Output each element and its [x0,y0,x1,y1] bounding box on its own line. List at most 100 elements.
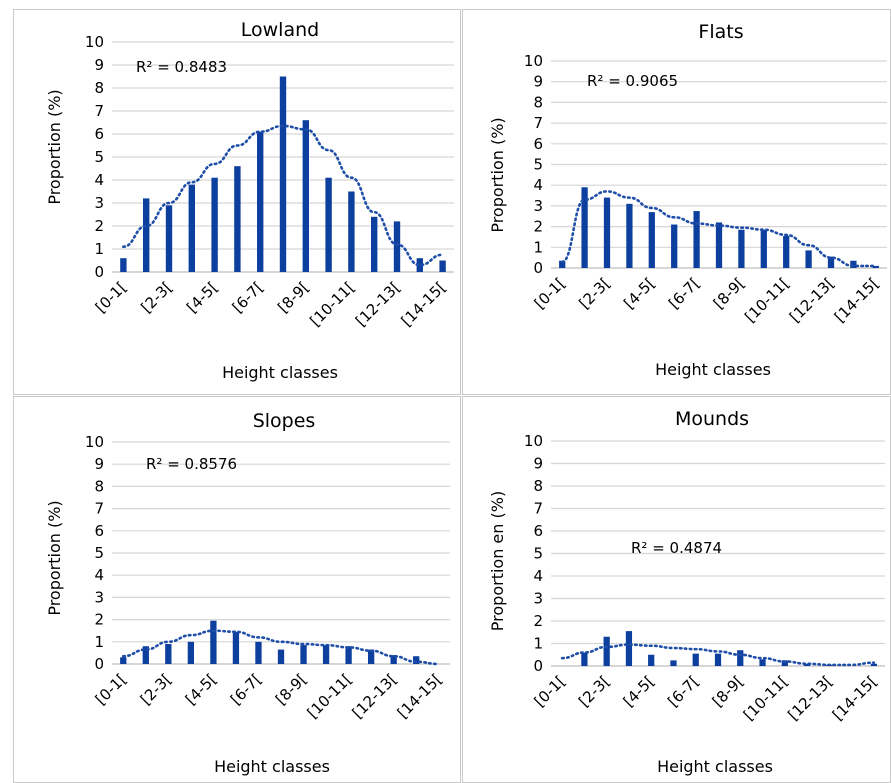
y-tick-label: 6 [533,522,543,540]
y-tick-label: 2 [94,217,104,235]
x-tick-label: [8-9[ [709,672,747,710]
y-tick-label: 1 [533,635,543,653]
bar [257,131,264,272]
y-tick-label: 1 [94,633,104,651]
y-tick-label: 0 [533,259,543,277]
x-axis-title: Height classes [214,757,330,776]
chart-title: Flats [698,21,743,43]
bar [692,653,699,666]
bar [120,258,127,272]
y-tick-label: 3 [94,194,104,212]
x-tick-label: [12-13[ [786,274,838,326]
bar [759,659,766,666]
x-tick-label: [6-7[ [665,274,703,312]
trendline [121,629,441,666]
bar [581,187,588,268]
y-tick-label: 8 [533,477,543,495]
bar [187,641,195,664]
y-tick-label: 6 [533,135,543,153]
x-tick-label: [8-9[ [710,274,748,312]
x-tick-label: [2-3[ [575,274,613,312]
bar [345,646,352,664]
bar [648,212,655,268]
bar [165,644,172,664]
bar [737,650,744,666]
y-tick-label: 0 [94,655,104,673]
bar [781,660,788,666]
bar [277,649,285,664]
x-tick-label: [14-15[ [829,672,881,724]
y-tick-label: 2 [94,611,104,629]
bar [670,660,677,666]
bar [390,655,397,664]
y-tick-label: 3 [94,588,104,606]
bar [581,652,588,666]
chart-title: Slopes [253,410,316,432]
x-tick-label: [2-3[ [137,670,175,708]
bar [348,191,355,272]
chart-title: Mounds [675,408,749,430]
trendline [560,643,876,667]
bar [783,235,790,268]
x-axis-title: Height classes [222,363,338,382]
y-tick-label: 8 [94,79,104,97]
bar [279,76,287,272]
y-tick-label: 3 [533,590,543,608]
x-axis-title: Height classes [655,360,771,379]
chart-panel-slopes: Slopes 0 1 2 3 4 5 6 7 8 9 10 R² = 0.8576 [0-1[[2-3[[… [13,396,461,783]
y-tick-label: 4 [94,566,104,584]
x-tick-label: [8-9[ [274,278,312,316]
x-tick-label: [4-5[ [620,274,658,312]
y-tick-label: 1 [94,240,104,258]
bar [188,184,195,272]
y-tick-label: 8 [94,477,104,495]
y-tick-label: 9 [533,73,543,91]
x-tick-label: [14-15[ [831,274,883,326]
bar [143,198,150,272]
bar [234,166,241,272]
r-squared-label: R² = 0.4874 [631,539,722,557]
bar [715,222,723,268]
y-tick-label: 4 [94,171,104,189]
bar [850,260,857,268]
x-tick-label: [12-13[ [784,672,836,724]
y-tick-label: 5 [94,148,104,166]
x-tick-label: [14-15[ [398,278,450,330]
x-tick-label: [6-7[ [664,672,702,710]
y-tick-label: 4 [533,176,543,194]
bar [371,216,378,272]
y-axis-title: Proportion (%) [45,500,64,615]
x-axis-title: Height classes [657,757,773,776]
r-squared-label: R² = 0.8483 [136,58,227,76]
y-tick-label: 7 [94,500,104,518]
bar [300,645,307,664]
y-tick-label: 5 [94,544,104,562]
y-tick-label: 7 [94,102,104,120]
bar [738,229,745,268]
chart-panel-lowland: Lowland 0 1 2 3 4 5 6 7 8 9 10 R² = 0.8483 [0-1[[2-3[… [13,9,461,395]
bar [803,663,811,666]
x-tick-label: [0-1[ [92,670,130,708]
y-tick-label: 6 [94,522,104,540]
bar [142,646,149,664]
bar [625,631,633,666]
y-axis-title: Proportion (%) [488,117,507,232]
r-squared-label: R² = 0.8576 [146,455,237,473]
bar [325,177,332,272]
y-tick-label: 6 [94,125,104,143]
x-tick-label: [12-13[ [352,278,404,330]
x-tick-label: [2-3[ [575,672,613,710]
bar [805,250,812,268]
bar [210,620,217,664]
y-tick-label: 0 [533,657,543,675]
x-tick-label: [12-13[ [349,670,401,722]
y-tick-label: 8 [533,93,543,111]
chart-title: Lowland [241,19,319,41]
y-tick-label: 4 [533,567,543,585]
y-tick-label: 10 [524,432,543,450]
x-tick-label: [10-11[ [741,274,793,326]
y-tick-label: 10 [85,433,104,451]
chart-lowland: Lowland 0 1 2 3 4 5 6 7 8 9 10 R² = 0.8483 [0-1[[2-3[… [45,19,454,382]
